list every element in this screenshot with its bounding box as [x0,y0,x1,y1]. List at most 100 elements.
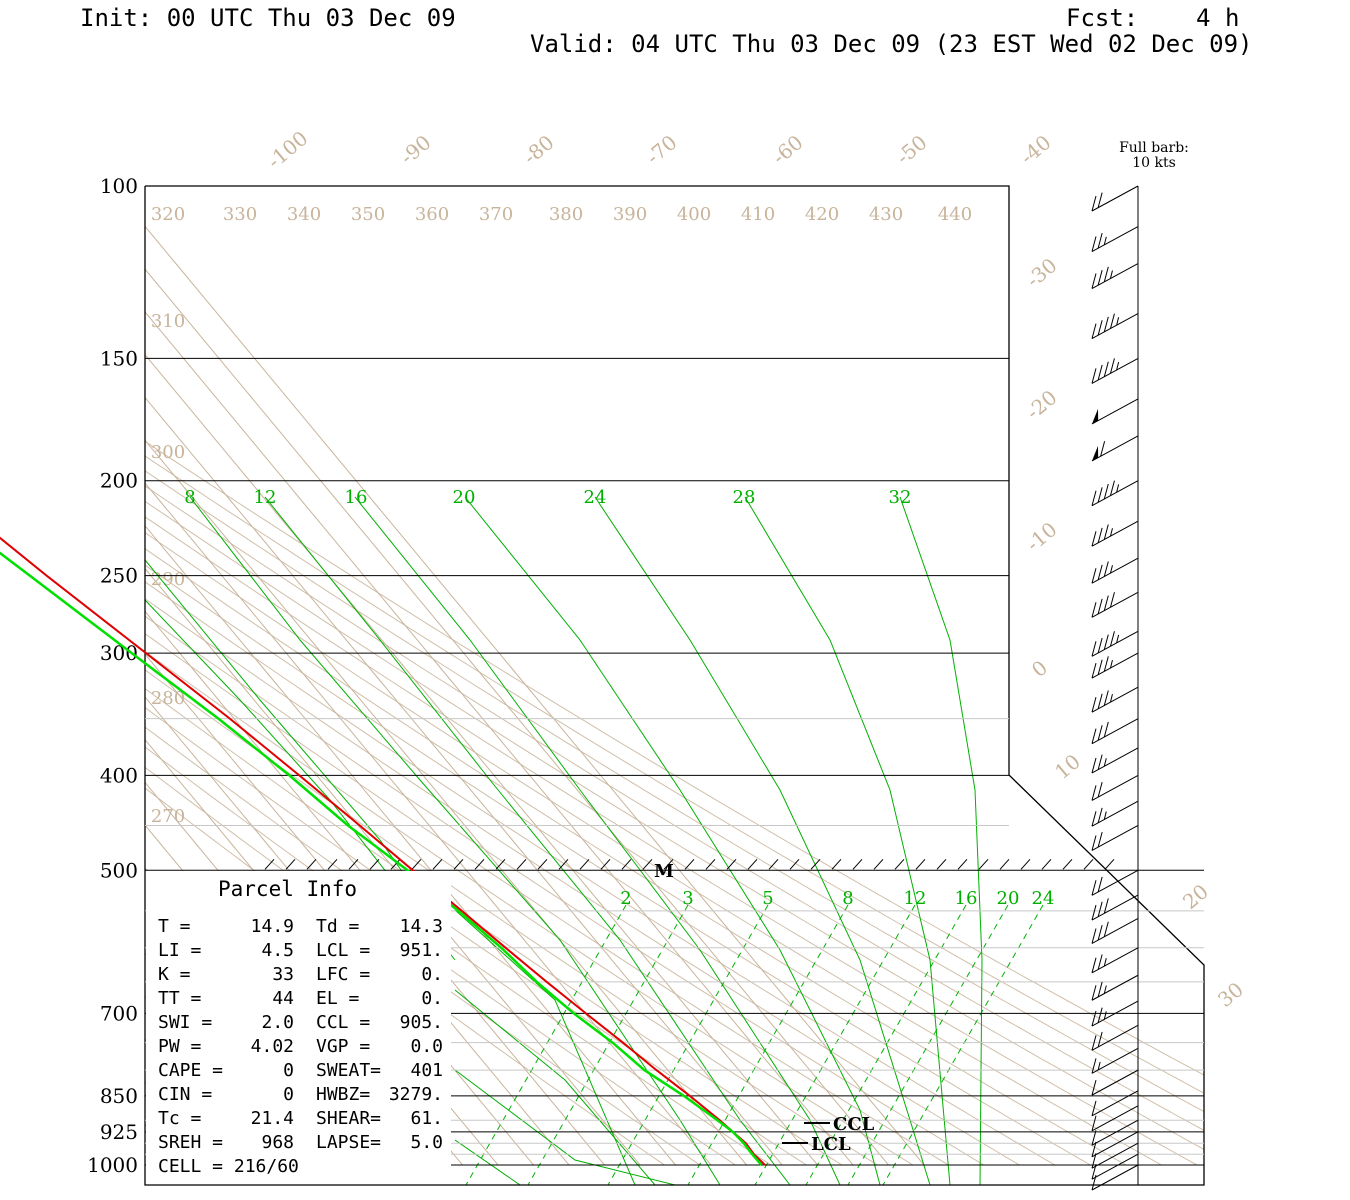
parcel-info-cell: 905. [400,1012,443,1033]
hatch-mark [579,858,590,870]
parcel-info-cell: 14.3 [400,916,443,937]
wind-barb [1091,630,1139,657]
parcel-info-cell: 21.4 [251,1108,294,1129]
hatch-mark [873,858,884,870]
hatch-mark [1104,858,1115,870]
wind-barb [1091,1047,1139,1074]
moist-adiabat [454,989,656,1185]
wind-barb [1091,1164,1139,1191]
wind-barb [1091,1000,1139,1027]
hatch-mark [432,858,443,870]
mixing-ratio-label: 12 [904,888,927,909]
hatch-mark [747,858,758,870]
theta-e-label: 32 [889,487,912,508]
theta-label: 440 [938,204,972,225]
parcel-info-cell: 0.0 [410,1036,443,1057]
pressure-tick-label: 700 [100,1001,138,1025]
dry-adiabat [145,186,949,1166]
init-time-label: Init: 00 UTC Thu 03 Dec 09 [80,4,456,32]
hatch-mark [516,858,527,870]
isotherm-label: 20 [1178,879,1213,914]
parcel-info-cell: TT = [158,988,202,1009]
hatch-mark [663,858,674,870]
theta-e-label: 28 [733,487,756,508]
isotherm-label: -80 [518,130,558,169]
wind-barb [1091,1069,1139,1096]
wind-barb [1091,1024,1139,1051]
theta-label: 340 [287,204,321,225]
parcel-info-cell: LFC = [316,964,370,985]
hatch-mark [726,858,737,870]
moist-adiabat [594,496,931,1185]
mixing-ratio-lines [465,904,1044,1185]
theta-e-label: 8 [184,487,195,508]
wind-barb [1091,825,1139,851]
sounding-profiles [0,536,766,1166]
hatch-mark [453,858,464,870]
pressure-tick-label: 250 [100,564,138,588]
parcel-info-cell: 33 [272,964,294,985]
forecast-hour-label: Fcst: 4 h [1066,4,1240,32]
wind-barb [1091,226,1139,252]
wind-barb [1091,435,1139,462]
parcel-info-cell: SREH = [158,1132,223,1153]
hatch-mark [327,858,338,870]
mixing-ratio-line [805,904,967,1185]
theta-label: 280 [151,688,185,709]
parcel-info-cell: CIN = [158,1084,212,1105]
parcel-info-cell: 0. [421,964,443,985]
isotherm-label: -50 [891,130,931,169]
parcel-info-box: Parcel Info T = 14.9 Td = 14.3 LI = 4.5 LCL = 9… [146,871,451,1184]
wind-barb [1091,398,1139,425]
wind-barb [1091,185,1139,212]
wind-barb [1091,774,1139,801]
isotherm-label: -20 [1021,385,1061,424]
theta-label: 310 [151,311,185,332]
hatch-mark [978,858,989,870]
barb-legend-line1: Full barb: [1119,140,1189,156]
parcel-info-cell: 14.9 [251,916,294,937]
mixing-ratio-label: 20 [997,888,1020,909]
parcel-info-cell: EL = [316,988,360,1009]
pressure-tick-label: 500 [100,858,138,882]
hatch-mark [915,858,926,870]
theta-label: 400 [677,204,711,225]
frame-outline [144,185,1205,1186]
wind-barb [1091,357,1139,384]
parcel-info-cell: 2.0 [261,1012,294,1033]
mixing-ratio-line [754,904,916,1185]
500mb-hatch-marks [264,858,1115,870]
hatch-mark [285,858,296,870]
moist-adiabat [899,496,983,1185]
wind-barb [1091,520,1139,547]
hatch-mark [852,858,863,870]
hatch-mark [957,858,968,870]
pressure-tick-label: 150 [100,346,138,370]
moist-adiabat [454,909,636,1185]
wind-barb [1091,1153,1139,1180]
hatch-mark [1062,858,1073,870]
wind-barb [1091,800,1139,827]
parcel-info-cell: 0 [283,1060,294,1081]
parcel-info-cell: 0. [421,988,443,1009]
hatch-mark [768,858,779,870]
wind-barb [1091,718,1139,745]
parcel-info-cell: Tc = [158,1108,202,1129]
theta-label: 300 [151,442,185,463]
hatch-mark [495,858,506,870]
wind-barb [1091,747,1139,774]
parcel-info-cell: LI = [158,940,202,961]
mixing-ratio-label: 16 [955,888,978,909]
pressure-tick-label: 400 [100,763,138,787]
moist-adiabat [744,496,951,1185]
pressure-tick-label: 850 [100,1084,138,1108]
mixing-ratio-line [687,904,849,1185]
hatch-mark [894,858,905,870]
level-markers: CCL LCL M [654,861,875,1155]
wind-barb [1091,686,1139,713]
wind-barb [1091,557,1139,584]
parcel-info-cell: Td = [316,916,360,937]
parcel-info-cell: CAPE = [158,1060,223,1081]
